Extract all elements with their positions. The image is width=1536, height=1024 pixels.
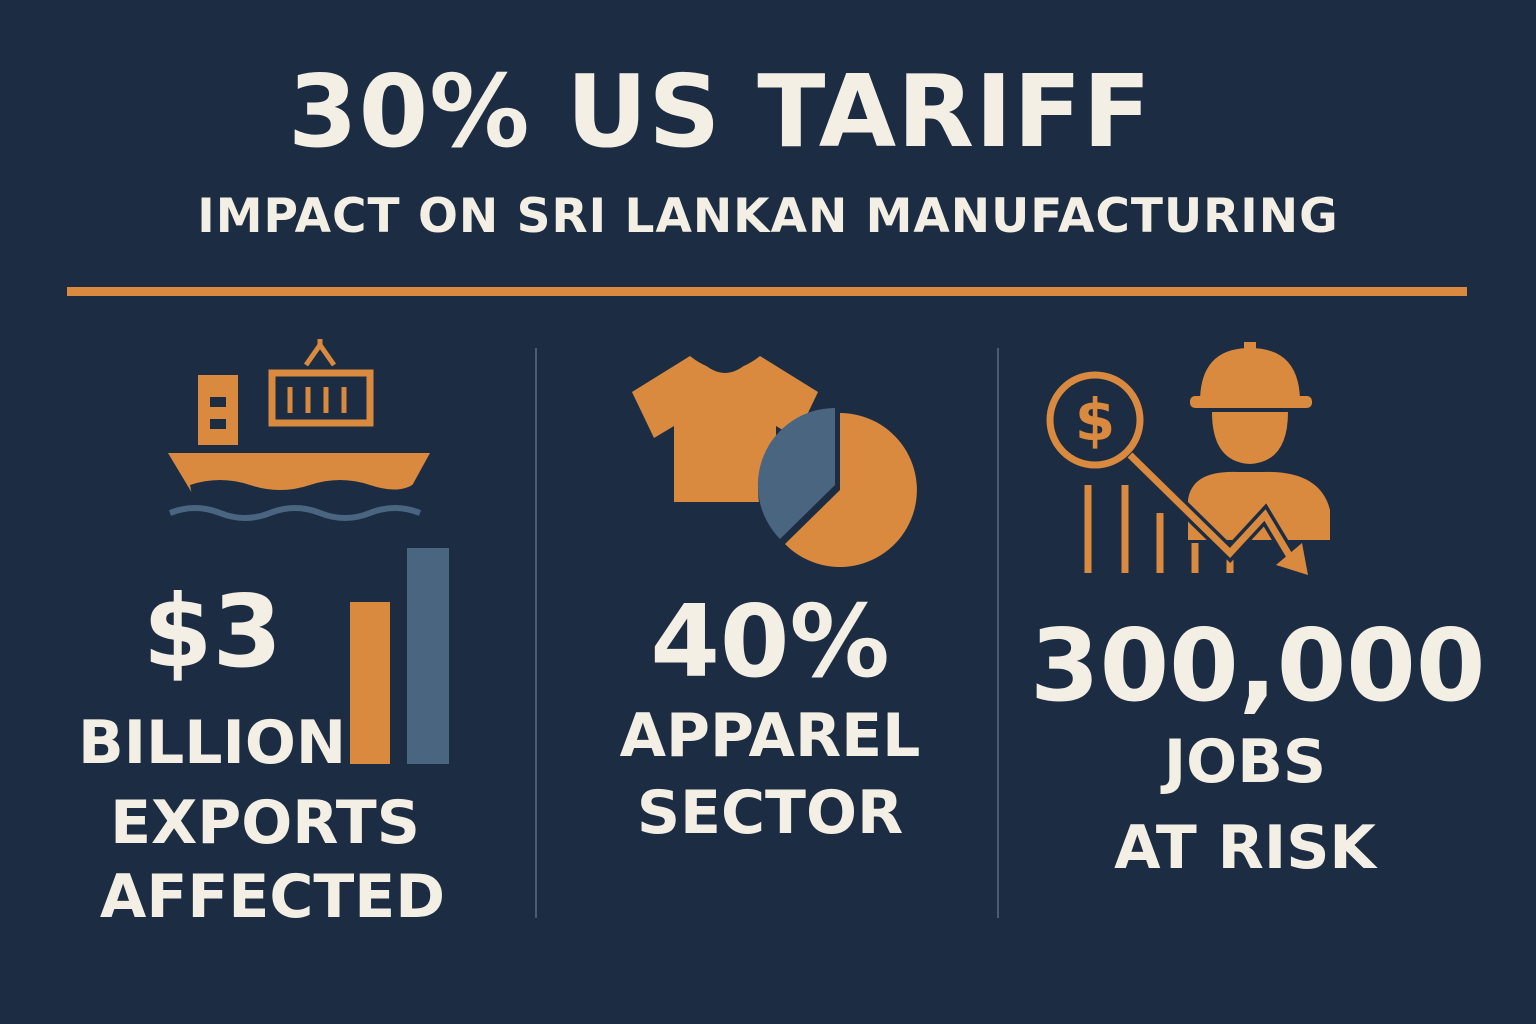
cargo-ship-icon: [168, 339, 430, 521]
column-divider: [535, 348, 537, 918]
apparel-label-line-2: SECTOR: [636, 778, 904, 848]
construction-worker-icon: [1188, 342, 1330, 540]
apparel-value: 40%: [650, 583, 890, 700]
page-title: 30% US TARIFF: [288, 53, 1152, 170]
exports-label-line-1: BILLION: [78, 708, 347, 778]
jobs-value: 300,000: [1030, 607, 1486, 724]
declining-chart-icon: $: [1046, 371, 1308, 575]
apparel-label-line-1: APPAREL: [619, 701, 921, 771]
title-divider: [67, 287, 1467, 296]
column-divider: [997, 348, 999, 918]
exports-label-line-3: AFFECTED: [99, 862, 446, 932]
jobs-label-line-1: JOBS: [1163, 727, 1327, 797]
exports-label-line-2: EXPORTS: [110, 788, 420, 858]
bar-graph-icon: [350, 548, 449, 764]
pie-chart-icon: [757, 407, 922, 572]
exports-value: $3: [142, 573, 283, 690]
page-subtitle: IMPACT ON SRI LANKAN MANUFACTURING: [197, 189, 1339, 244]
svg-text:$: $: [1075, 386, 1115, 454]
jobs-label-line-2: AT RISK: [1114, 813, 1376, 883]
